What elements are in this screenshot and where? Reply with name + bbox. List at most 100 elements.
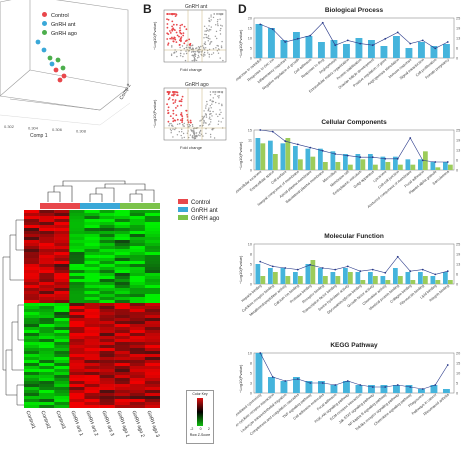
heatmap-cell (99, 387, 115, 391)
volcano-point (210, 14, 212, 16)
heatmap-cell (129, 390, 146, 394)
heatmap-cell (69, 312, 85, 316)
y-tick: 11 (248, 139, 252, 143)
volcano-point (192, 125, 194, 128)
heatmap-cell (144, 378, 160, 382)
volcano-point (212, 100, 215, 103)
volcano-point (191, 60, 193, 62)
bar (293, 272, 298, 284)
count-point (271, 376, 274, 378)
heatmap-cell (144, 366, 160, 370)
volcano-point (172, 23, 175, 26)
heatmap-cell (54, 285, 70, 289)
heatmap-cell (54, 246, 70, 250)
heatmap-cell (69, 249, 85, 253)
heatmap-cell (39, 213, 55, 217)
heatmap-cell (114, 225, 130, 229)
volcano-point (182, 34, 185, 37)
heatmap-cell (84, 378, 100, 382)
heatmap-cell (24, 300, 40, 304)
volcano-point (171, 28, 173, 31)
heatmap-cell (99, 315, 115, 319)
legend-swatch-icon (178, 215, 188, 220)
heatmap-cell (54, 237, 70, 241)
heatmap-cell (144, 396, 160, 400)
heatmap-cell (24, 393, 40, 397)
volcano-point (206, 27, 208, 30)
count-point (446, 161, 449, 163)
volcano-point (170, 53, 173, 55)
heatmap-cell (84, 366, 100, 370)
heatmap-cell (69, 336, 85, 340)
count-point (309, 34, 312, 37)
heatmap-cell (39, 303, 55, 307)
heatmap-cell (24, 225, 40, 229)
heatmap-cell (114, 375, 130, 379)
heatmap-cell (69, 384, 85, 388)
bar (418, 272, 423, 284)
volcano-point (188, 126, 190, 128)
heatmap-cell (114, 282, 130, 286)
heatmap-cell (69, 255, 85, 259)
heatmap-cell (144, 387, 160, 391)
volcano-point (183, 136, 185, 139)
heatmap-cell (24, 228, 40, 232)
heatmap-cell (99, 240, 115, 244)
volcano-point (199, 125, 201, 127)
heatmap-cell (99, 216, 115, 220)
heatmap-cell (129, 216, 146, 220)
volcano-point (198, 56, 200, 58)
volcano-point (174, 99, 177, 101)
volcano-point (171, 36, 173, 39)
volcano-point (193, 129, 195, 131)
heatmap-cell (129, 360, 146, 364)
count-point (296, 37, 299, 40)
heatmap-cell (144, 345, 160, 349)
heatmap-cell (84, 336, 100, 340)
heatmap-cell (114, 240, 130, 244)
bar (268, 377, 275, 393)
heatmap-cell (129, 378, 146, 382)
heatmap-cell (99, 291, 115, 295)
heatmap-cell (144, 267, 160, 271)
heatmap-cell (129, 210, 146, 214)
volcano-point (210, 113, 212, 115)
heatmap-cell (114, 228, 130, 232)
volcano-point (179, 123, 181, 125)
volcano-point (178, 131, 180, 133)
count-point (309, 382, 312, 384)
heatmap-cell (84, 252, 100, 256)
heatmap-cell (114, 249, 130, 253)
volcano-point (172, 102, 175, 104)
volcano-point (212, 97, 214, 99)
bar (430, 276, 436, 284)
heatmap-cell (129, 375, 146, 379)
heatmap-cell (69, 216, 85, 220)
pca-point (49, 61, 55, 67)
volcano-point (195, 47, 197, 50)
heatmap-cell (39, 297, 55, 301)
heatmap-cell (54, 249, 70, 253)
volcano-title-ago: GnRH ago (185, 82, 209, 88)
volcano-point (196, 57, 199, 59)
bar (318, 268, 323, 284)
heatmap-cell (39, 273, 55, 277)
heatmap-cell (144, 321, 160, 325)
heatmap-cell (54, 264, 70, 268)
volcano-point (203, 120, 205, 123)
heatmap-cell (144, 264, 160, 268)
heatmap-cell (69, 348, 85, 352)
volcano-ylabel-ago: −Log10(Pvalue) (152, 99, 157, 128)
volcano-point (203, 37, 205, 39)
volcano-point (195, 59, 198, 62)
heatmap-cell (39, 294, 55, 298)
volcano-point (209, 116, 211, 118)
heatmap-cell (39, 393, 55, 397)
heatmap-cell (24, 243, 40, 247)
heatmap-cell (114, 255, 130, 259)
volcano-point (205, 107, 207, 109)
volcano-point (171, 13, 174, 15)
heatmap-cell (54, 342, 70, 346)
volcano-point (208, 53, 210, 56)
volcano-point (174, 37, 176, 39)
